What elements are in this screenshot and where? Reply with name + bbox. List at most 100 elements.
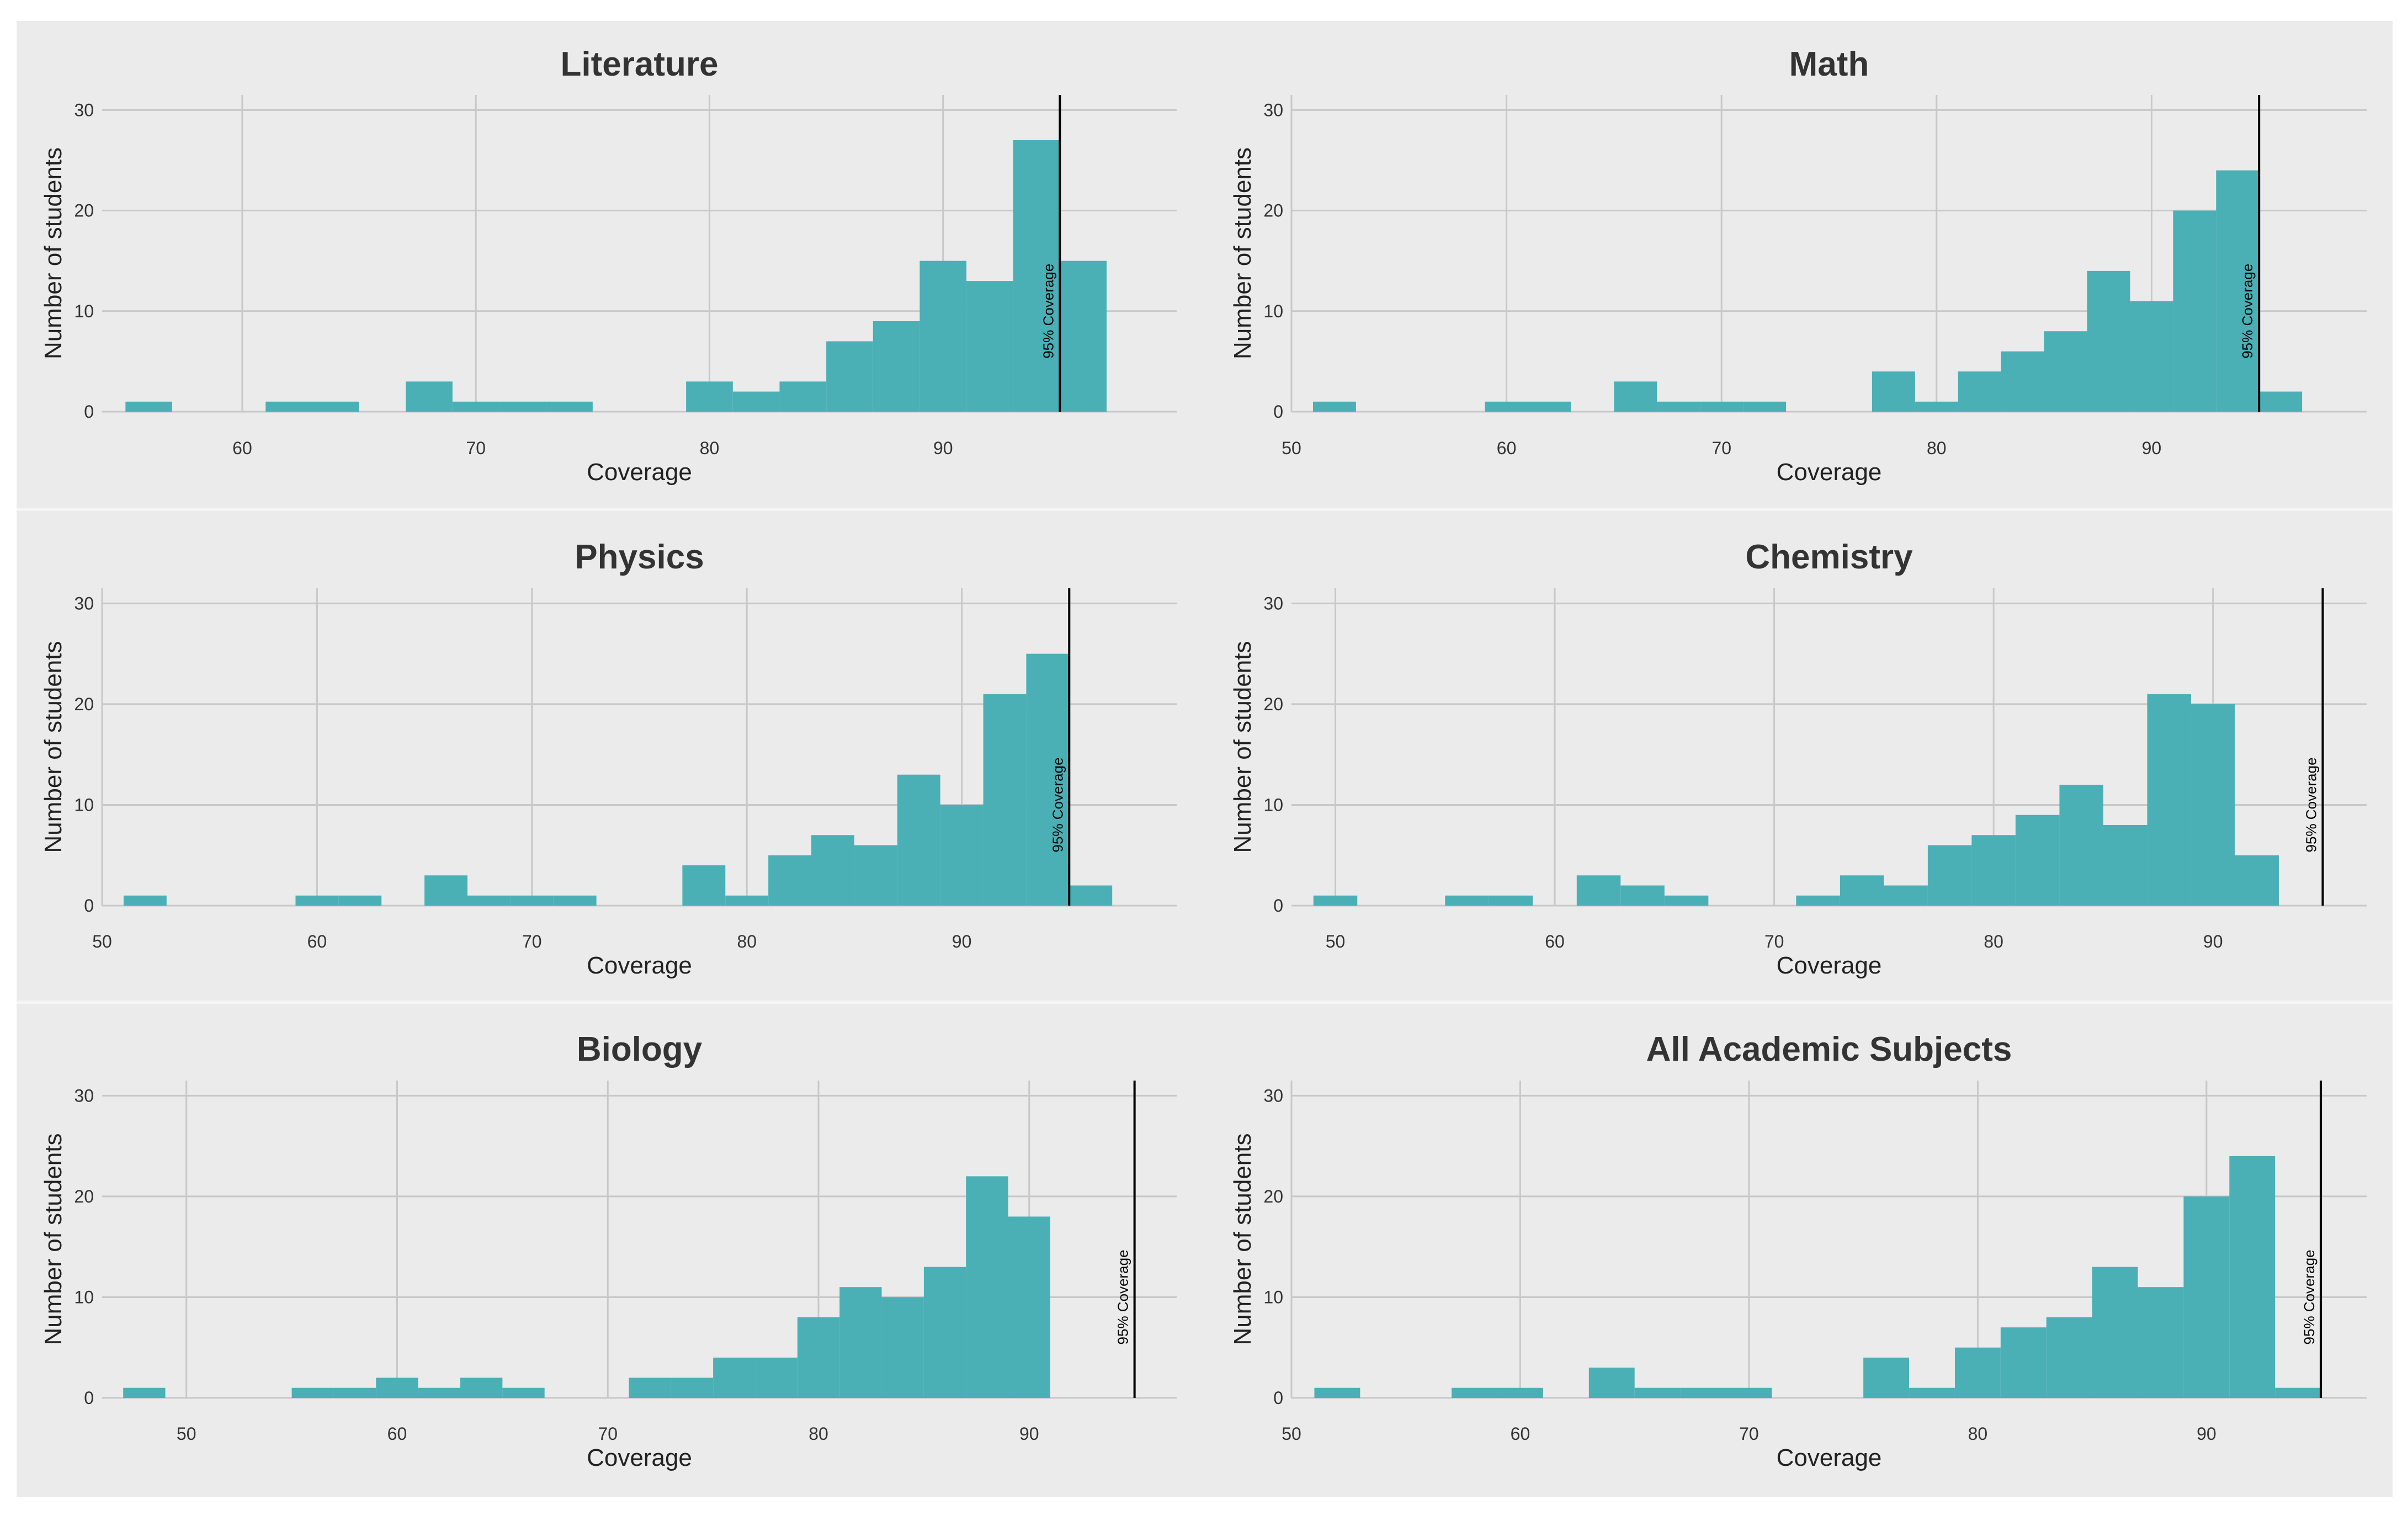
histogram-bar [467, 895, 511, 906]
y-tick-label: 0 [84, 1388, 94, 1408]
histogram-bar [940, 805, 984, 906]
x-tick-label: 70 [1764, 932, 1784, 951]
histogram-bar [1664, 895, 1709, 906]
x-tick-label: 90 [2197, 1424, 2216, 1444]
histogram-bar [854, 845, 897, 906]
histogram-bar [966, 281, 1013, 412]
histogram-bar [2183, 1196, 2230, 1398]
x-tick-label: 60 [307, 932, 327, 951]
histogram-bar [1485, 401, 1528, 412]
x-tick-label: 70 [598, 1424, 618, 1444]
histogram-bar [1909, 1387, 1955, 1398]
histogram-bar [125, 401, 172, 412]
panel-chemistry: 95% Coverage 0 10 20 30 50 60 70 80 90 Chemistry Co… [1229, 538, 2367, 979]
reference-line-label: 95% Coverage [1049, 757, 1066, 852]
x-tick-label: 50 [1326, 932, 1346, 951]
x-tick-label: 90 [933, 438, 953, 458]
histogram-bar [1915, 401, 1958, 412]
x-tick-label: 60 [232, 438, 252, 458]
histogram-bar [1840, 875, 1884, 906]
histogram-bar [919, 260, 967, 412]
row-separator [17, 1001, 2393, 1004]
y-tick-label: 30 [1263, 593, 1283, 613]
y-tick-label: 10 [1263, 795, 1283, 815]
histogram-bar [1060, 260, 1107, 412]
histogram-bar [1884, 885, 1928, 906]
panel-title: Math [1789, 45, 1869, 83]
y-tick-label: 30 [74, 593, 94, 613]
y-tick-label: 0 [84, 402, 94, 422]
y-tick-label: 30 [74, 1086, 94, 1105]
histogram-bar [2216, 170, 2260, 412]
y-axis-label: Number of students [1229, 641, 1256, 853]
x-tick-label: 80 [1968, 1424, 1988, 1444]
histogram-bar [1497, 1387, 1543, 1398]
histogram-bar [2138, 1287, 2184, 1398]
x-tick-label: 80 [737, 932, 757, 951]
histogram-bar [1576, 875, 1621, 906]
histogram-bar [2092, 1267, 2138, 1398]
histogram-bar [1743, 401, 1787, 412]
histogram-bar [873, 321, 920, 412]
y-tick-label: 20 [1263, 694, 1283, 714]
histogram-bar [291, 1387, 334, 1398]
y-tick-label: 10 [74, 301, 94, 321]
histogram-bar [460, 1377, 503, 1398]
y-tick-label: 10 [74, 795, 94, 815]
histogram-bar [2046, 1317, 2092, 1398]
histogram-bar [406, 381, 453, 412]
histogram-bar [1634, 1387, 1681, 1398]
histogram-bar [2000, 1327, 2046, 1398]
histogram-bar [1314, 1387, 1360, 1398]
histogram-bar [2275, 1387, 2321, 1398]
histogram-bar [682, 865, 726, 906]
panel-all-academic-subjects: 95% Coverage 0 10 20 30 50 60 70 80 90 All Academi… [1229, 1030, 2367, 1471]
x-tick-label: 50 [92, 932, 112, 951]
histogram-bar [1863, 1357, 1910, 1398]
histogram-bar [797, 1317, 840, 1398]
x-tick-label: 60 [1511, 1424, 1530, 1444]
histogram-bar [779, 381, 827, 412]
histogram-bar [265, 401, 312, 412]
x-tick-label: 60 [1497, 438, 1517, 458]
histogram-bar [881, 1297, 924, 1398]
histogram-bar [376, 1377, 418, 1398]
histogram-bar [418, 1387, 460, 1398]
histogram-bar [553, 895, 597, 906]
y-axis-label: Number of students [40, 641, 67, 853]
row-separator [17, 508, 2393, 511]
y-tick-label: 30 [1263, 100, 1283, 120]
histogram-bar [1312, 401, 1356, 412]
histogram-bar [2229, 1156, 2276, 1398]
reference-line-label: 95% Coverage [1040, 264, 1056, 359]
y-tick-label: 10 [1263, 1287, 1283, 1307]
y-tick-label: 20 [74, 1187, 94, 1206]
histogram-bar [1013, 140, 1060, 412]
histogram-bar [2087, 270, 2130, 412]
panel-physics: 95% Coverage 0 10 20 30 50 60 70 80 90 Physics Cove… [40, 538, 1177, 979]
reference-line-label: 95% Coverage [2301, 1249, 2317, 1344]
x-axis-label: Coverage [1777, 459, 1882, 486]
reference-line-label: 95% Coverage [1115, 1249, 1131, 1344]
reference-line-label: 95% Coverage [2303, 757, 2319, 852]
histogram-bar [686, 381, 733, 412]
panel-literature: 95% Coverage 0 10 20 30 60 70 80 90 Literature Cov… [40, 45, 1177, 486]
histogram-bar [1700, 401, 1743, 412]
y-tick-label: 20 [1263, 1187, 1283, 1206]
x-tick-label: 80 [1984, 932, 2003, 951]
y-axis-label: Number of students [40, 1134, 67, 1345]
histogram-bar [2015, 815, 2060, 906]
histogram-bar [897, 774, 940, 906]
histogram-bar [1445, 895, 1489, 906]
histogram-bar [839, 1287, 882, 1398]
x-tick-label: 70 [466, 438, 486, 458]
x-tick-label: 90 [2203, 932, 2223, 951]
histogram-bar [1452, 1387, 1498, 1398]
x-tick-label: 90 [2142, 438, 2162, 458]
histogram-bar [2147, 694, 2191, 906]
histogram-bar [1927, 845, 1972, 906]
histogram-bar [768, 855, 812, 906]
histogram-bar [312, 401, 359, 412]
histogram-bar [2191, 704, 2235, 906]
